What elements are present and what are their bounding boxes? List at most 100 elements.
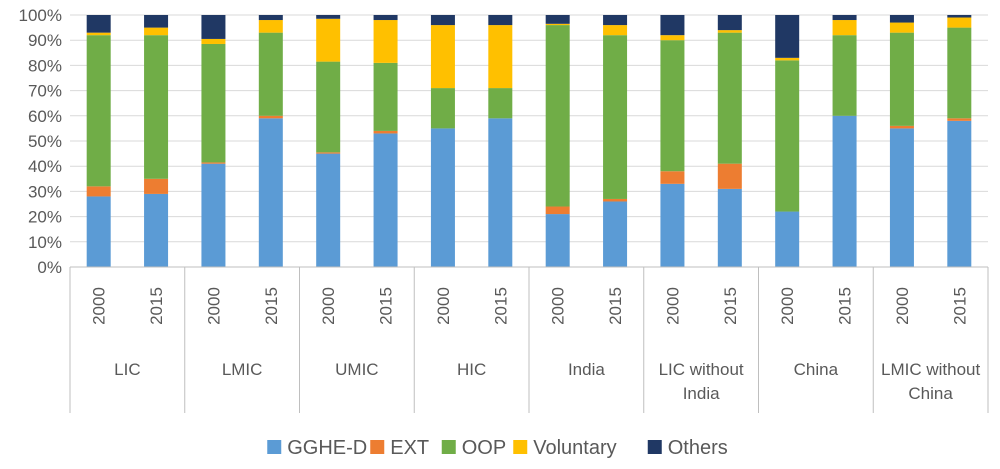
bar-voluntary-hic-2015 [488, 25, 513, 89]
x-group-label-umic: UMIC [335, 360, 378, 379]
bar-ext-lic-2015 [144, 178, 169, 194]
bar-others-india-2000 [545, 15, 570, 24]
bar-voluntary-lic-2000 [86, 32, 111, 36]
bar-voluntary-lmic-without-china-2015 [947, 17, 972, 28]
bar-ext-umic-2000 [316, 152, 341, 154]
legend-swatch-others [647, 440, 662, 454]
bar-voluntary-umic-2000 [316, 18, 341, 62]
bar-gghe-d-umic-2015 [373, 133, 398, 267]
x-year-label: 2000 [434, 287, 453, 325]
bar-others-china-2015 [832, 15, 857, 21]
bar-voluntary-india-2015 [603, 25, 628, 36]
bar-oop-hic-2015 [488, 88, 513, 119]
bar-oop-lic-2000 [86, 35, 111, 187]
x-year-label: 2000 [90, 287, 109, 325]
bar-others-lic-2000 [86, 15, 111, 33]
x-year-label: 2015 [836, 287, 855, 325]
bar-voluntary-india-2000 [545, 23, 570, 26]
legend-label-voluntary: Voluntary [533, 437, 616, 459]
legend-label-others: Others [668, 437, 728, 459]
legend-swatch-ext [370, 440, 385, 454]
bar-gghe-d-lmic-without-china-2000 [889, 128, 914, 267]
bar-gghe-d-lic-without-india-2015 [717, 188, 742, 267]
bar-voluntary-hic-2000 [430, 25, 455, 89]
bar-gghe-d-umic-2000 [316, 153, 341, 267]
bar-others-hic-2015 [488, 15, 513, 26]
y-tick-label: 20% [28, 208, 62, 227]
y-tick-label: 80% [28, 56, 62, 75]
bar-oop-india-2000 [545, 25, 570, 207]
y-tick-label: 10% [28, 233, 62, 252]
y-tick-label: 90% [28, 31, 62, 50]
bar-gghe-d-lic-2015 [144, 193, 169, 267]
bar-others-lic-2015 [144, 15, 169, 28]
bar-ext-lmic-without-china-2015 [947, 118, 972, 121]
bar-oop-lic-without-india-2000 [660, 40, 685, 172]
x-year-label: 2000 [204, 287, 223, 325]
bar-ext-lic-without-india-2015 [717, 163, 742, 189]
x-group-label-lic: LIC [114, 360, 140, 379]
bar-oop-lmic-without-china-2015 [947, 27, 972, 119]
x-year-label: 2015 [950, 287, 969, 325]
bar-voluntary-lic-without-india-2015 [717, 30, 742, 33]
bar-others-lmic-2015 [258, 15, 283, 21]
y-tick-label: 50% [28, 132, 62, 151]
y-tick-label: 40% [28, 157, 62, 176]
x-year-label: 2015 [377, 287, 396, 325]
legend-label-oop: OOP [462, 437, 506, 459]
bars [86, 15, 972, 267]
bar-oop-lic-2015 [144, 35, 169, 179]
x-year-label: 2015 [491, 287, 510, 325]
legend-label-ext: EXT [390, 437, 429, 459]
bar-gghe-d-lmic-without-china-2015 [947, 120, 972, 267]
x-year-label: 2000 [549, 287, 568, 325]
bar-voluntary-lic-without-india-2000 [660, 35, 685, 41]
y-tick-label: 0% [37, 258, 62, 277]
bar-oop-hic-2000 [430, 88, 455, 129]
bar-others-lic-without-india-2015 [717, 15, 742, 31]
bar-ext-umic-2015 [373, 130, 398, 134]
bar-others-india-2015 [603, 15, 628, 26]
x-year-label: 2000 [778, 287, 797, 325]
x-group-label-hic: HIC [457, 360, 486, 379]
y-tick-label: 60% [28, 107, 62, 126]
x-axis-labels: 2000 2015 LIC 2000 2015 LMIC 2000 2015 UMIC 2000 2… [90, 287, 981, 403]
legend-swatch-gghe-d [267, 440, 282, 454]
bar-gghe-d-hic-2015 [488, 118, 513, 267]
bar-gghe-d-india-2015 [603, 201, 628, 267]
bar-gghe-d-china-2015 [832, 115, 857, 267]
legend-swatch-oop [441, 440, 456, 454]
x-year-label: 2015 [721, 287, 740, 325]
x-group-label-lmic: LMIC [222, 360, 263, 379]
bar-gghe-d-china-2000 [775, 211, 800, 267]
legend: GGHE-D EXT OOP Voluntary Others [267, 437, 728, 459]
bar-ext-india-2000 [545, 206, 570, 215]
x-group-label-india: India [568, 360, 605, 379]
bar-others-hic-2000 [430, 15, 455, 26]
x-group-label-lic-without-india: LIC without India [659, 360, 744, 403]
legend-swatch-voluntary [513, 440, 528, 454]
bar-ext-lmic-2015 [258, 115, 283, 119]
y-tick-label: 70% [28, 82, 62, 101]
bar-ext-india-2015 [603, 198, 628, 202]
category-axis-lines [69, 266, 989, 413]
bar-others-umic-2000 [316, 15, 341, 19]
bar-others-lmic-without-china-2000 [889, 15, 914, 23]
bar-voluntary-lmic-without-china-2000 [889, 22, 914, 33]
bar-voluntary-lic-2015 [144, 27, 169, 36]
bar-oop-lmic-without-china-2000 [889, 32, 914, 126]
bar-gghe-d-lmic-2000 [201, 163, 226, 267]
bar-gghe-d-hic-2000 [430, 128, 455, 267]
bar-oop-lmic-2000 [201, 43, 226, 163]
bar-gghe-d-india-2000 [545, 214, 570, 267]
bar-gghe-d-lmic-2015 [258, 118, 283, 267]
bar-ext-lic-2000 [86, 186, 111, 197]
bar-ext-lic-without-india-2000 [660, 171, 685, 184]
bar-oop-lic-without-india-2015 [717, 32, 742, 164]
bar-voluntary-umic-2015 [373, 20, 398, 63]
bar-oop-china-2015 [832, 35, 857, 116]
bar-voluntary-lmic-2000 [201, 38, 226, 44]
bar-voluntary-china-2015 [832, 20, 857, 36]
bar-ext-lmic-without-china-2000 [889, 125, 914, 129]
bar-oop-umic-2015 [373, 62, 398, 131]
